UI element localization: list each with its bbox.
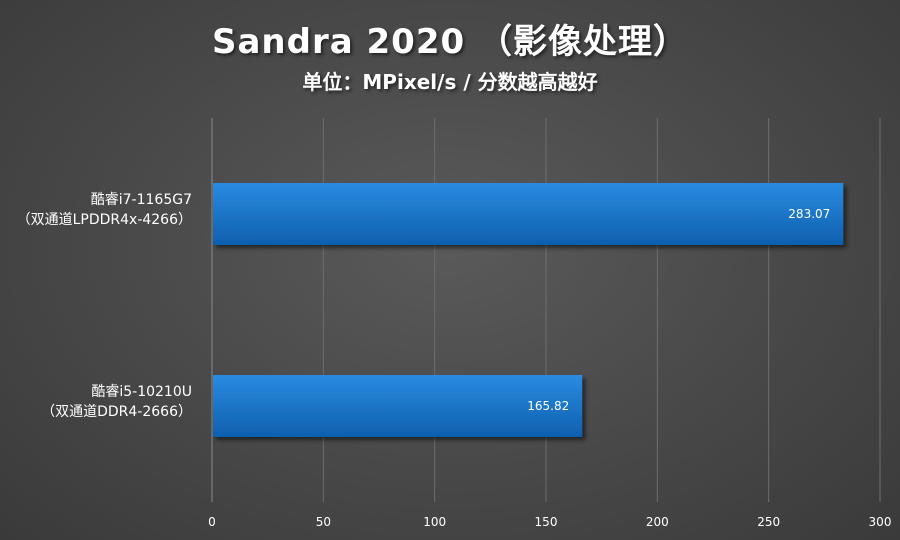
category-label: 酷睿i5-10210U — [91, 384, 192, 400]
bar — [213, 375, 583, 437]
data-label: 283.07 — [788, 207, 830, 221]
bar — [213, 183, 844, 245]
gridlines — [211, 118, 881, 502]
x-tick-label: 200 — [646, 515, 669, 529]
x-tick-label: 50 — [316, 515, 331, 529]
bars — [213, 183, 844, 437]
x-tick-label: 250 — [757, 515, 780, 529]
x-tick-label: 150 — [535, 515, 558, 529]
category-label: （双通道LPDDR4x-4266） — [17, 212, 192, 228]
x-tick-label: 100 — [423, 515, 446, 529]
data-label: 165.82 — [527, 399, 569, 413]
x-tick-label: 300 — [869, 515, 892, 529]
labels: 0 50 100 150 200 250 300 283.07 酷睿i7-1165G7 （双通道L… — [17, 192, 892, 529]
category-label: 酷睿i7-1165G7 — [91, 192, 192, 208]
chart-subtitle: 单位：MPixel/s / 分数越高越好 — [302, 70, 598, 94]
category-label: （双通道DDR4-2666） — [41, 404, 192, 420]
x-tick-label: 0 — [208, 515, 216, 529]
chart-title: Sandra 2020 （影像处理） — [212, 22, 688, 62]
